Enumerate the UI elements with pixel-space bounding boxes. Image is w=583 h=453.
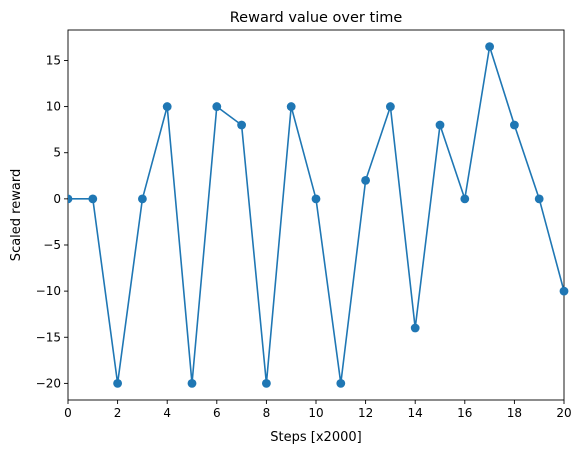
y-tick-label: −15 [36, 330, 61, 344]
chart-title: Reward value over time [230, 10, 403, 26]
data-point [311, 194, 321, 204]
y-tick-label: 5 [53, 146, 61, 160]
y-tick-label: 10 [46, 100, 61, 114]
data-point [138, 194, 147, 204]
x-tick-label: 20 [556, 406, 571, 420]
data-point [559, 286, 569, 296]
y-tick-label: −20 [36, 376, 61, 390]
x-axis-label: Steps [x2000] [270, 430, 361, 445]
x-tick-label: 14 [408, 406, 423, 420]
data-point [162, 102, 172, 111]
data-point [68, 194, 73, 204]
x-tick-label: 12 [358, 406, 373, 420]
data-point [113, 378, 122, 388]
data-point [212, 102, 222, 111]
data-point [237, 120, 247, 130]
data-point [386, 102, 395, 111]
data-point [336, 378, 346, 388]
x-tick-label: 10 [308, 406, 323, 420]
data-point [361, 175, 370, 185]
data-point [485, 42, 494, 52]
data-point [286, 102, 296, 111]
plot-area: 0 2 4 6 8 10 12 14 16 18 20 −20 −15 −10 −5 0 5 10 15 [36, 29, 572, 420]
data-point [88, 194, 98, 204]
y-tick-label: −5 [43, 238, 61, 252]
data-point [460, 194, 470, 204]
x-tick-label: 4 [163, 406, 171, 420]
x-tick-label: 16 [457, 406, 472, 420]
data-point [410, 323, 420, 333]
y-tick-label: 15 [46, 53, 61, 67]
axes-frame [67, 29, 565, 401]
data-point [435, 120, 445, 130]
y-tick-label: −10 [36, 284, 61, 298]
data-point [187, 378, 197, 388]
y-axis-label: Scaled reward [9, 169, 24, 261]
data-point [534, 194, 544, 204]
x-tick-label: 8 [263, 406, 271, 420]
data-point [262, 378, 271, 388]
x-tick-label: 6 [213, 406, 221, 420]
x-tick-label: 2 [114, 406, 122, 420]
y-tick-label: 0 [53, 192, 61, 206]
x-tick-label: 0 [64, 406, 72, 420]
series-line [68, 46, 565, 384]
data-point [510, 120, 519, 130]
x-tick-label: 18 [507, 406, 522, 420]
